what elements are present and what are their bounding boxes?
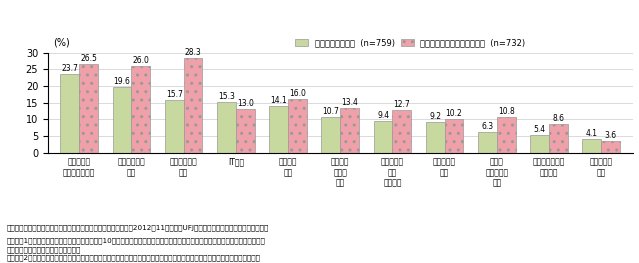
Text: コンテンツ
関連: コンテンツ 関連	[590, 158, 613, 177]
Bar	[61, 74, 79, 153]
Text: 26.5: 26.5	[81, 54, 97, 63]
Text: 10.2: 10.2	[445, 109, 463, 118]
Bar	[132, 66, 150, 153]
Bar	[112, 87, 132, 153]
Text: 14.1: 14.1	[270, 95, 287, 105]
Text: 10.8: 10.8	[498, 107, 514, 115]
Bar	[341, 108, 359, 153]
Text: 省エネルギー
関連: 省エネルギー 関連	[118, 158, 145, 177]
Text: 医薬品、
医療用
機器: 医薬品、 医療用 機器	[331, 158, 350, 187]
Bar	[183, 58, 203, 153]
Text: 環境保全・
リサイクル関連: 環境保全・ リサイクル関連	[63, 158, 95, 177]
Text: 12.7: 12.7	[394, 100, 410, 109]
Text: 新エネルギー
関連: 新エネルギー 関連	[170, 158, 197, 177]
Text: を除いて集計している。: を除いて集計している。	[6, 246, 81, 252]
Text: 15.7: 15.7	[166, 90, 183, 99]
Bar	[165, 100, 183, 153]
Text: 15.3: 15.3	[218, 92, 235, 100]
Bar	[374, 121, 392, 153]
Text: 16.0: 16.0	[289, 89, 306, 98]
Text: 13.4: 13.4	[341, 98, 358, 107]
Text: 28.3: 28.3	[185, 48, 201, 57]
Text: その他
エネルギー
関連: その他 エネルギー 関連	[485, 158, 509, 187]
Bar	[321, 117, 341, 153]
Bar	[445, 119, 463, 153]
Text: 農林漁業
関連: 農林漁業 関連	[279, 158, 297, 177]
Text: 19.6: 19.6	[114, 77, 130, 86]
Legend: 新事業の関連分野  (n=759), 今後、関心のある新事業分野  (n=732): 新事業の関連分野 (n=759), 今後、関心のある新事業分野 (n=732)	[292, 35, 529, 50]
Bar	[530, 135, 549, 153]
Text: 13.0: 13.0	[237, 99, 254, 108]
Bar	[583, 139, 601, 153]
Bar	[79, 64, 98, 153]
Text: 資料：中小企業庁委託「中小企業の新事業展開に関する調査」（2012年11月、三菱UFJリサーチ＆コンサルティング（株））: 資料：中小企業庁委託「中小企業の新事業展開に関する調査」（2012年11月、三菱…	[6, 225, 269, 231]
Text: リハビリ・介護
関連機器: リハビリ・介護 関連機器	[533, 158, 566, 177]
Bar	[392, 110, 412, 153]
Bar	[236, 109, 255, 153]
Text: 2．今後、関心のある新事業分野については、今後新事業展開を実施又は検討すると回答した企業のうち、「該当するも: 2．今後、関心のある新事業分野については、今後新事業展開を実施又は検討すると回答…	[6, 255, 260, 261]
Text: 23.7: 23.7	[61, 64, 79, 73]
Bar	[288, 99, 307, 153]
Bar	[478, 132, 497, 153]
Bar	[549, 124, 568, 153]
Text: 医療・介護
周辺
サービス: 医療・介護 周辺 サービス	[381, 158, 404, 187]
Text: 3.6: 3.6	[604, 130, 617, 140]
Bar	[269, 105, 288, 153]
Text: のはない」を除いて集計している。: のはない」を除いて集計している。	[6, 262, 103, 263]
Text: 4.1: 4.1	[586, 129, 598, 138]
Text: IT関連: IT関連	[227, 158, 244, 166]
Text: 5.4: 5.4	[534, 125, 546, 134]
Bar	[217, 102, 236, 153]
Text: 26.0: 26.0	[132, 56, 150, 65]
Text: （注）　1．新事業の関連分野については、過去10年の間に新事業展開を実施又は検討した企業のうち、「該当するものはない」: （注） 1．新事業の関連分野については、過去10年の間に新事業展開を実施又は検討…	[6, 237, 265, 244]
Text: 10.7: 10.7	[323, 107, 339, 116]
Text: 6.3: 6.3	[481, 122, 493, 130]
Bar	[497, 117, 516, 153]
Text: (%): (%)	[53, 38, 70, 48]
Text: 8.6: 8.6	[553, 114, 564, 123]
Bar	[601, 140, 620, 153]
Text: 9.4: 9.4	[377, 111, 389, 120]
Bar	[426, 122, 445, 153]
Text: 余暇・観光
関連: 余暇・観光 関連	[433, 158, 456, 177]
Text: 9.2: 9.2	[429, 112, 442, 121]
